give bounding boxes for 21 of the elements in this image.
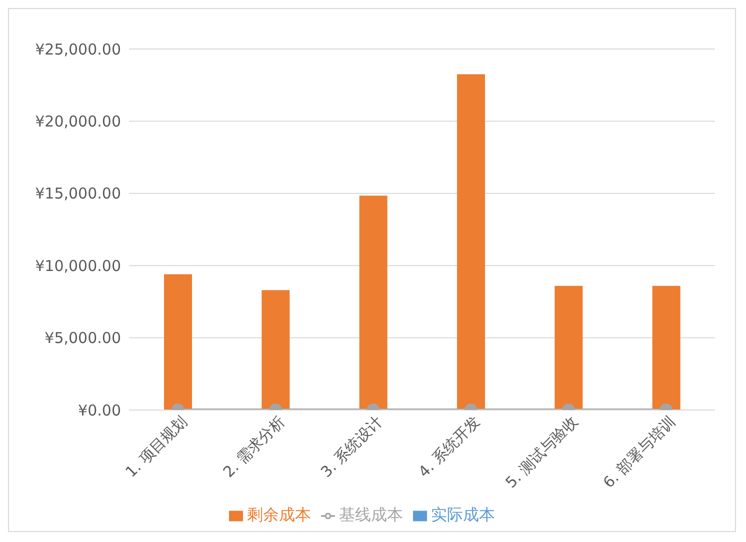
x-tick-label: 6. 部署与培训 xyxy=(600,412,679,492)
legend-label: 剩余成本 xyxy=(247,505,311,524)
bar xyxy=(554,286,583,410)
legend-label: 基线成本 xyxy=(339,505,403,524)
legend-label: 实际成本 xyxy=(431,505,495,524)
y-tick-label: ¥0.00 xyxy=(78,401,121,420)
x-tick-label: 2. 需求分析 xyxy=(220,412,288,481)
bar xyxy=(164,274,192,410)
bar xyxy=(457,74,485,410)
bar xyxy=(262,290,290,410)
bar xyxy=(652,286,680,410)
y-tick-label: ¥15,000.00 xyxy=(35,184,121,203)
y-tick-label: ¥25,000.00 xyxy=(35,40,121,58)
bar xyxy=(359,196,388,410)
y-tick-label: ¥20,000.00 xyxy=(35,112,121,131)
x-tick-label: 5. 测试与验收 xyxy=(502,412,582,492)
x-tick-label: 1. 项目规划 xyxy=(122,412,191,481)
x-tick-label: 4. 系统开发 xyxy=(414,412,484,481)
x-tick-label: 3. 系统设计 xyxy=(317,412,386,481)
y-tick-label: ¥5,000.00 xyxy=(44,329,121,348)
y-tick-label: ¥10,000.00 xyxy=(35,256,121,275)
